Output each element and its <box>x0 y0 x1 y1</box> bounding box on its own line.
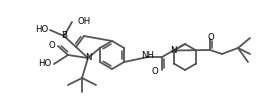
Text: N: N <box>85 53 91 63</box>
Text: NH: NH <box>141 51 154 61</box>
Text: B: B <box>61 32 67 40</box>
Text: OH: OH <box>77 17 90 25</box>
Text: N: N <box>171 46 177 55</box>
Text: O: O <box>151 67 158 77</box>
Text: O: O <box>48 41 55 51</box>
Text: HO: HO <box>35 25 48 35</box>
Text: O: O <box>208 32 214 41</box>
Text: HO: HO <box>38 59 51 69</box>
